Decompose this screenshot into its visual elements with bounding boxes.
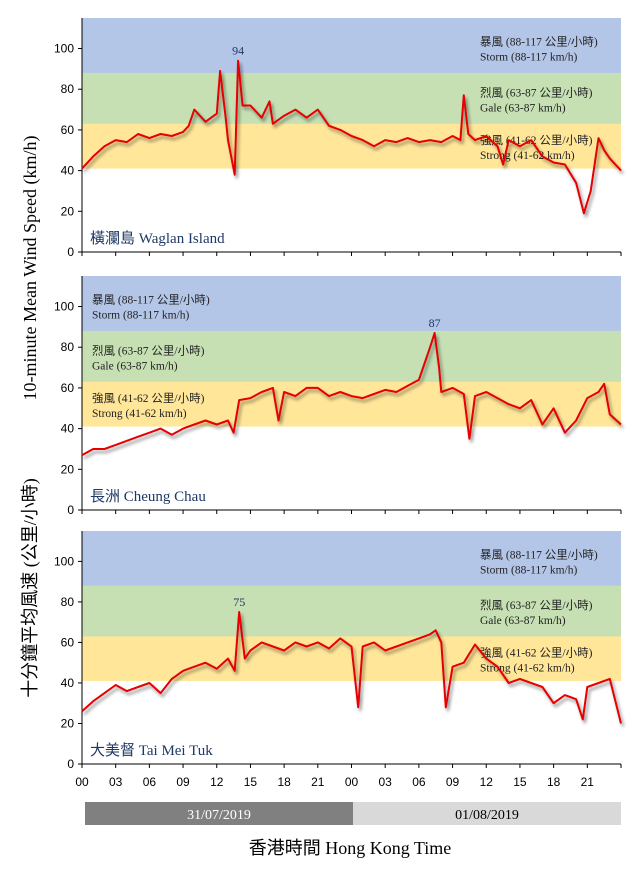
- y-axis-label-en: 10-minute Mean Wind Speed (km/h): [20, 136, 41, 401]
- x-tick-label: 12: [210, 775, 224, 789]
- panels: 暴風 (88-117 公里/小時) Storm (88-117 km/h) 烈風 (…: [54, 18, 622, 771]
- panel-3: 暴風 (88-117 公里/小時) Storm (88-117 km/h) 烈風 (…: [54, 531, 622, 771]
- y-tick-label: 40: [61, 422, 75, 436]
- x-tick-label: 00: [75, 775, 89, 789]
- station-name: 橫瀾島 Waglan Island: [90, 230, 225, 247]
- y-tick-label: 100: [54, 554, 74, 568]
- band-strong: [82, 636, 621, 681]
- y-tick-label: 80: [61, 595, 75, 609]
- band-label-storm-en: Storm (88-117 km/h): [92, 310, 189, 322]
- band-label-storm-zh: 暴風 (88-117 公里/小時): [92, 294, 210, 307]
- y-tick-label: 100: [54, 300, 74, 314]
- y-tick-label: 20: [61, 462, 75, 476]
- band-gale: [82, 72, 621, 126]
- station-name: 大美督 Tai Mei Tuk: [90, 742, 213, 759]
- y-tick-label: 0: [67, 503, 74, 517]
- y-tick-label: 80: [61, 340, 75, 354]
- date-label-day2: 01/08/2019: [455, 808, 519, 823]
- band-label-gale-en: Gale (63-87 km/h): [480, 102, 566, 114]
- wind-speed-line: [81, 59, 622, 215]
- band-storm: [82, 276, 621, 333]
- band-label-gale-en: Gale (63-87 km/h): [480, 615, 566, 627]
- wind-speed-line: [81, 611, 622, 724]
- x-tick-label: 21: [581, 775, 595, 789]
- date-bar-day1: [85, 802, 353, 825]
- date-label-day1: 31/07/2019: [187, 808, 251, 823]
- x-tick-label: 18: [547, 775, 561, 789]
- x-tick-label: 09: [446, 775, 460, 789]
- band-label-strong-en: Strong (41-62 km/h): [480, 663, 575, 675]
- x-tick-label: 06: [143, 775, 157, 789]
- x-tick-label: 15: [513, 775, 527, 789]
- band-label-gale-zh: 烈風 (63-87 公里/小時): [480, 85, 593, 99]
- band-label-gale-en: Gale (63-87 km/h): [92, 360, 178, 372]
- band-storm: [82, 18, 621, 75]
- band-label-strong-en: Strong (41-62 km/h): [92, 408, 187, 420]
- y-tick-label: 60: [61, 635, 75, 649]
- x-tick-label: 06: [412, 775, 426, 789]
- band-label-strong-en: Strong (41-62 km/h): [480, 150, 575, 162]
- y-axis-label-zh: 十分鐘平均風速 (公里/小時): [20, 478, 41, 698]
- panel-1: 暴風 (88-117 公里/小時) Storm (88-117 km/h) 烈風 (…: [54, 18, 622, 259]
- x-tick-label: 12: [480, 775, 494, 789]
- x-tick-label: 18: [277, 775, 291, 789]
- y-tick-label: 60: [61, 381, 75, 395]
- band-label-gale-zh: 烈風 (63-87 公里/小時): [92, 343, 205, 357]
- panel-2: 暴風 (88-117 公里/小時) Storm (88-117 km/h) 烈風 (…: [54, 276, 622, 517]
- band-label-strong-zh: 強風 (41-62 公里/小時): [480, 647, 593, 660]
- x-axis-label: 香港時間 Hong Kong Time: [249, 838, 452, 858]
- peak-label: 75: [233, 595, 245, 609]
- y-tick-label: 20: [61, 204, 75, 218]
- x-tick-label: 09: [176, 775, 190, 789]
- band-strong: [82, 123, 621, 169]
- y-tick-label: 0: [67, 245, 74, 259]
- x-tick-label: 03: [109, 775, 123, 789]
- band-label-storm-en: Storm (88-117 km/h): [480, 564, 577, 576]
- band-storm: [82, 531, 621, 588]
- band-label-gale-zh: 烈風 (63-87 公里/小時): [480, 598, 593, 612]
- band-gale: [82, 330, 621, 384]
- band-gale: [82, 585, 621, 639]
- peak-label: 87: [429, 316, 441, 330]
- y-tick-label: 80: [61, 82, 75, 96]
- x-tick-label: 00: [345, 775, 359, 789]
- x-tick-label: 15: [244, 775, 258, 789]
- wind-speed-line: [81, 332, 622, 456]
- band-label-storm-zh: 暴風 (88-117 公里/小時): [480, 36, 598, 49]
- station-name: 長洲 Cheung Chau: [90, 489, 206, 505]
- band-label-storm-en: Storm (88-117 km/h): [480, 52, 577, 64]
- y-tick-label: 100: [54, 42, 74, 56]
- y-tick-label: 40: [61, 676, 75, 690]
- y-tick-label: 60: [61, 123, 75, 137]
- x-tick-label: 03: [379, 775, 393, 789]
- peak-label: 94: [232, 44, 244, 58]
- band-label-strong-zh: 強風 (41-62 公里/小時): [92, 392, 205, 405]
- y-tick-label: 40: [61, 164, 75, 178]
- y-tick-label: 0: [67, 757, 74, 771]
- date-bar-day2: [353, 802, 621, 825]
- band-label-storm-zh: 暴風 (88-117 公里/小時): [480, 548, 598, 561]
- band-strong: [82, 381, 621, 427]
- x-tick-labels: 00 03 06 09 12 15 18 21 00 03 06 09 12 15 18 21: [75, 775, 594, 789]
- x-tick-label: 21: [311, 775, 325, 789]
- y-tick-label: 20: [61, 716, 75, 730]
